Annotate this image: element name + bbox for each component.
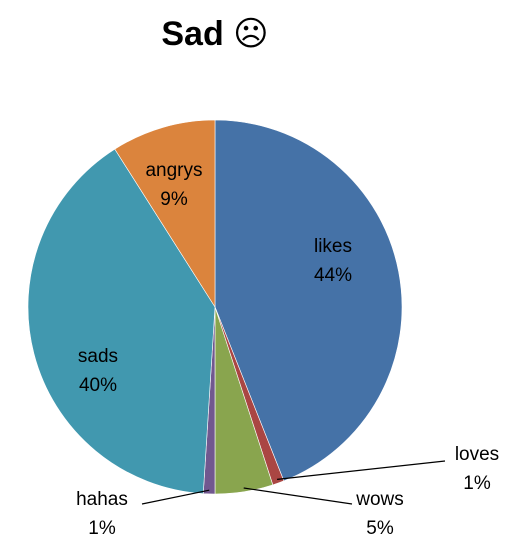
slice-label-sads: sads [78,346,118,367]
leader-line-loves [277,460,446,480]
slice-percent-wows: 5% [366,518,394,539]
pie-slices [27,119,403,495]
slice-labels: likes 44% loves 1% wows 5% hahas 1% sads 40% angry… [76,160,499,539]
slice-percent-angrys: 9% [160,189,188,210]
slice-percent-likes: 44% [314,265,352,286]
slice-percent-loves: 1% [463,473,491,494]
pie-slice-sads [27,148,216,494]
leader-line-hahas [141,489,210,505]
slice-label-hahas: hahas [76,489,128,510]
slice-percent-sads: 40% [79,375,117,396]
leader-lines [141,460,446,505]
leader-line-wows [243,487,353,505]
slice-label-wows: wows [355,489,404,510]
pie-slice-likes [214,119,403,482]
slice-label-angrys: angrys [145,160,202,181]
slice-label-loves: loves [455,444,499,465]
pie-slice-angrys [114,119,216,309]
chart-title: Sad ☹ [161,15,268,53]
slice-label-likes: likes [314,236,352,257]
slice-percent-hahas: 1% [88,518,116,539]
